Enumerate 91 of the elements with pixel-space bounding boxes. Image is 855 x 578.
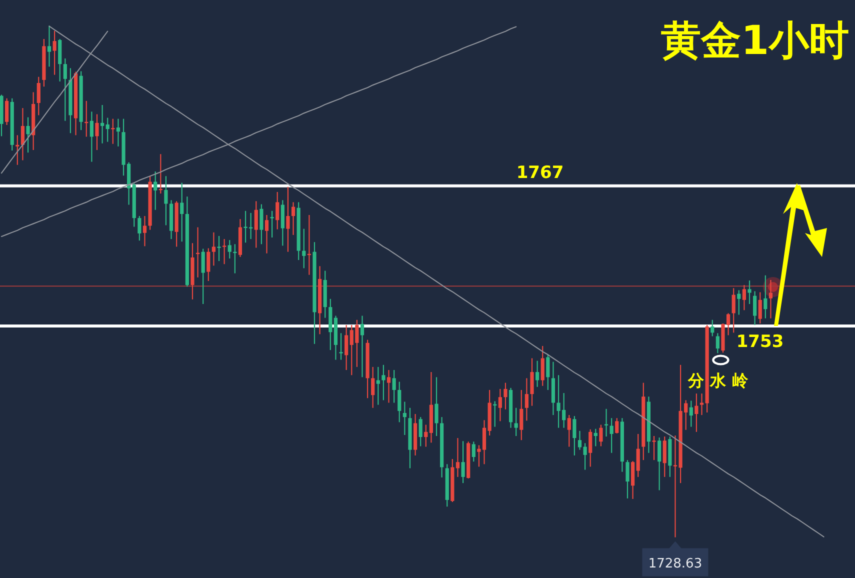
candlestick	[291, 202, 296, 236]
candlestick	[588, 428, 592, 468]
candlestick	[716, 332, 720, 354]
candlestick	[344, 324, 348, 371]
candlestick	[764, 274, 768, 319]
candlestick	[402, 401, 406, 436]
candlestick	[217, 235, 221, 262]
annotation: 1753	[736, 332, 784, 352]
candlestick	[578, 430, 582, 450]
candlestick	[461, 440, 465, 484]
candlestick	[456, 438, 460, 478]
candlestick	[536, 360, 540, 388]
candlestick	[540, 345, 544, 386]
candlestick	[630, 460, 635, 500]
candlestick	[742, 284, 746, 311]
candlestick	[520, 389, 524, 441]
candlestick	[504, 382, 508, 410]
candlestick	[768, 279, 773, 319]
candlestick	[524, 378, 528, 422]
candlestick	[201, 248, 205, 305]
candlestick	[264, 214, 269, 254]
candlestick	[758, 292, 762, 324]
candlestick	[424, 424, 428, 448]
chart-title: 黄金1小时	[661, 18, 849, 64]
candlestick	[382, 364, 386, 401]
candlestick	[652, 435, 656, 461]
candlestick	[748, 280, 752, 305]
candlestick	[662, 436, 666, 478]
candlestick	[164, 176, 168, 226]
candlestick	[626, 460, 630, 499]
candlestick	[434, 376, 438, 437]
annotation: 分水岭	[687, 371, 749, 390]
candlestick	[710, 319, 714, 337]
candlestick	[392, 369, 396, 404]
candlestick	[47, 25, 52, 68]
candlestick	[472, 441, 476, 462]
candlestick	[260, 204, 264, 245]
candlestick	[100, 104, 104, 144]
candlestick	[700, 392, 704, 416]
candlestick	[254, 200, 258, 248]
candlestick	[154, 170, 158, 210]
candlestick	[694, 392, 698, 432]
candlestick	[180, 182, 184, 242]
candlestick	[567, 414, 571, 448]
candlestick	[610, 418, 614, 454]
candlestick	[636, 433, 640, 478]
candlestick	[398, 381, 402, 423]
candlestick	[604, 408, 608, 438]
candlestick	[63, 58, 67, 122]
candlestick	[16, 134, 20, 166]
candlestick	[615, 418, 619, 434]
candlestick	[302, 228, 306, 269]
candlestick	[530, 358, 534, 406]
candlestick	[594, 428, 598, 447]
candlestick	[212, 232, 216, 266]
candlestick	[142, 215, 147, 247]
candlestick	[572, 416, 576, 456]
candlestick	[106, 117, 110, 142]
candlestick	[360, 315, 364, 378]
candlestick	[276, 191, 280, 230]
candlestick	[386, 369, 391, 404]
candlestick	[418, 416, 422, 447]
candlestick	[36, 76, 40, 116]
candlestick	[52, 30, 56, 76]
annotation: 1728.63	[648, 556, 702, 572]
candlestick	[753, 290, 757, 326]
candlestick	[737, 290, 741, 316]
candlestick	[95, 114, 99, 151]
candlestick	[583, 442, 587, 470]
candlestick	[26, 116, 30, 154]
candlestick	[689, 400, 693, 428]
candlestick	[599, 424, 603, 447]
candlestick	[498, 388, 502, 422]
candlestick	[376, 366, 380, 406]
candlestick	[286, 186, 290, 252]
candlestick	[138, 215, 142, 242]
candlestick	[732, 288, 736, 334]
candlestick	[222, 238, 226, 265]
candlestick	[90, 111, 94, 162]
candlestick	[116, 118, 120, 147]
candlestick	[371, 366, 375, 408]
candlestick	[20, 108, 25, 161]
candlestick	[546, 354, 550, 391]
annotation: 1767	[516, 162, 564, 183]
candlestick	[228, 240, 232, 260]
candlestick	[280, 200, 284, 246]
candlestick	[658, 436, 662, 491]
candlestick	[339, 332, 343, 360]
candlestick	[206, 248, 210, 282]
candlestick	[514, 407, 518, 437]
candlestick	[5, 98, 9, 126]
